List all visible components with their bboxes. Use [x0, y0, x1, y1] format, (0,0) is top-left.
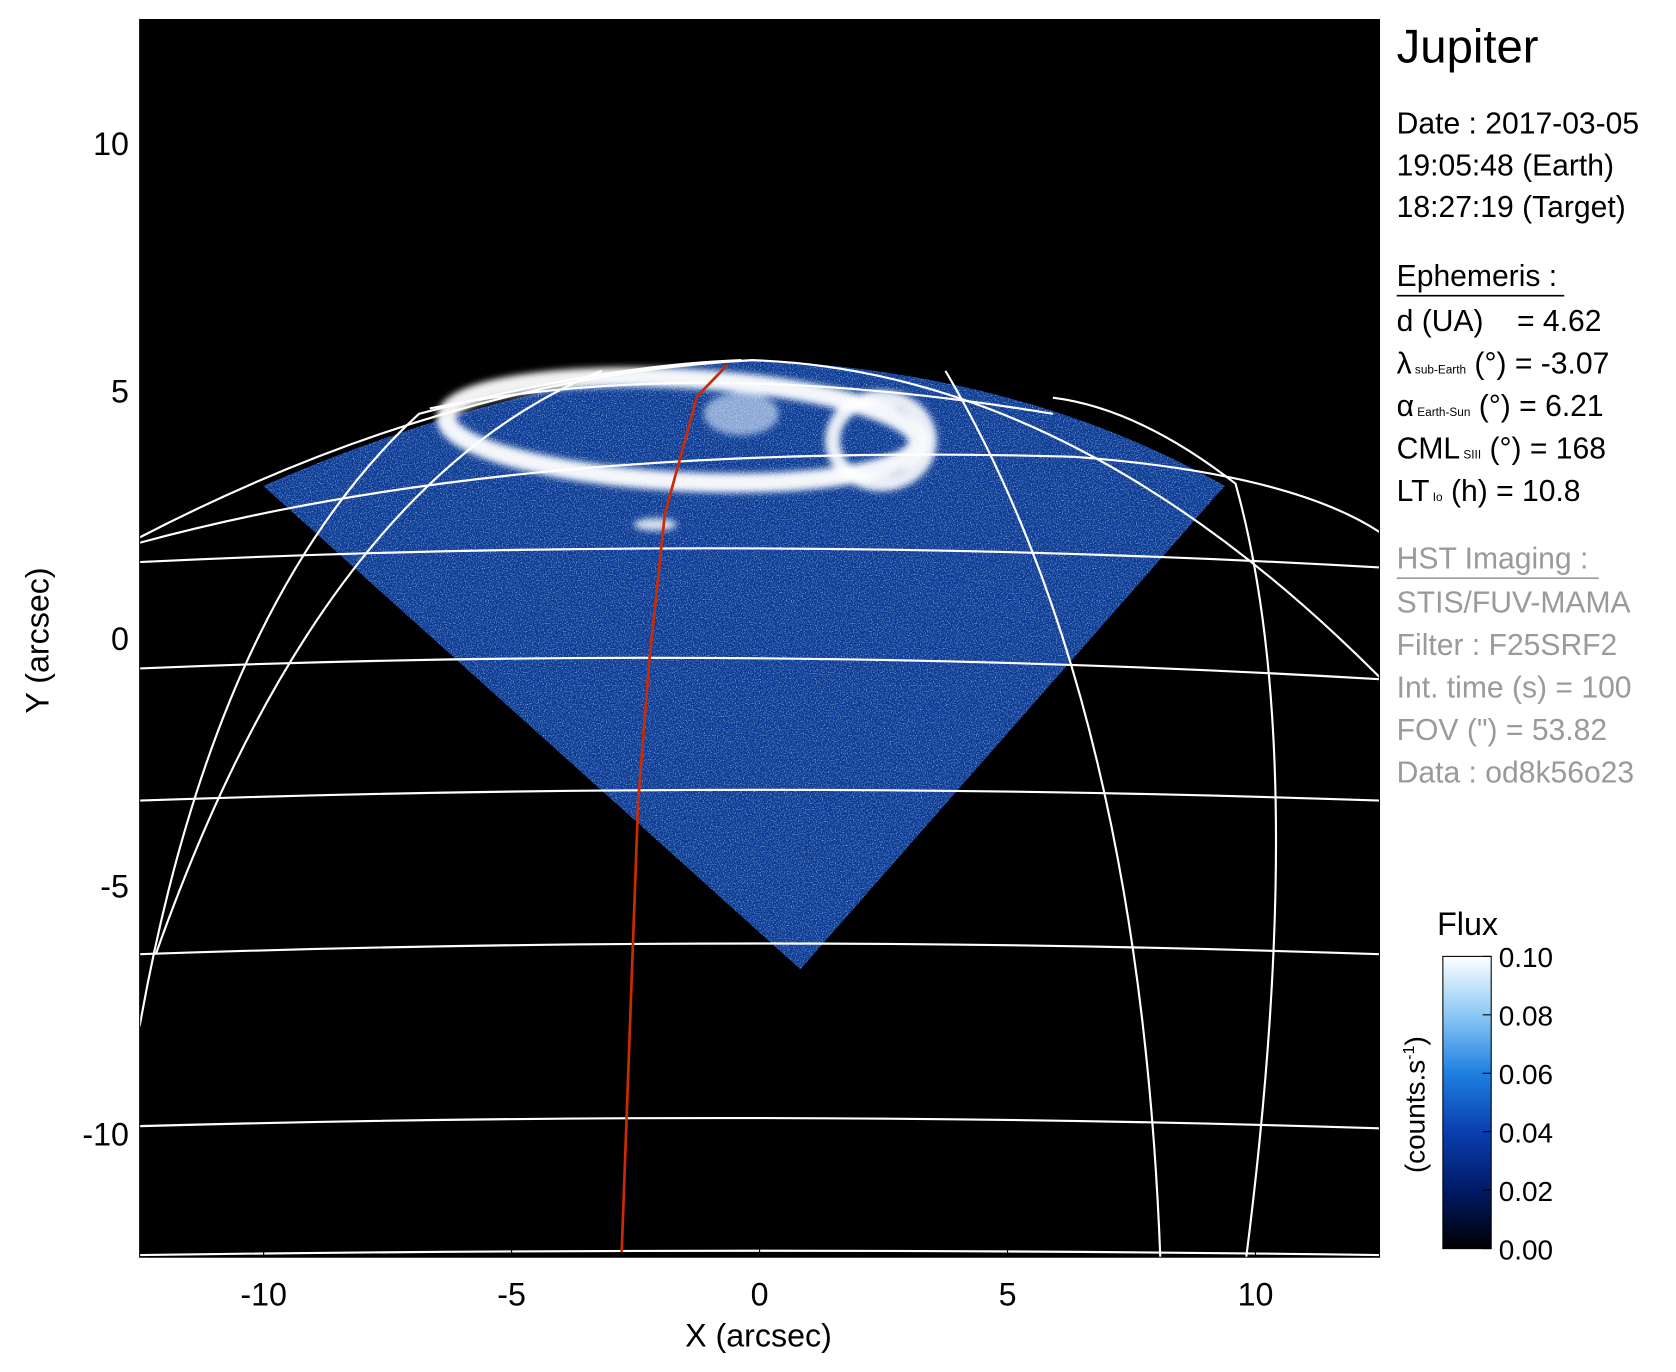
date-line: 19:05:48 (Earth)	[1397, 149, 1614, 182]
x-tick-label: -5	[497, 1277, 526, 1313]
ephemeris-symbol: λ	[1397, 348, 1412, 381]
colorbar-label-main: (counts.s	[1400, 1060, 1431, 1173]
ephemeris-symbol: d (UA) = 4.62	[1397, 305, 1602, 338]
ephemeris-subscript: Earth-Sun	[1417, 405, 1470, 419]
hst-heading: HST Imaging :	[1397, 543, 1589, 576]
ephemeris-symbol: α	[1397, 390, 1414, 423]
hst-line: Int. time (s) = 100	[1397, 671, 1632, 704]
date-line: Date : 2017-03-05	[1397, 107, 1639, 140]
colorbar-tick-label: 0.02	[1499, 1176, 1553, 1207]
image-panel	[139, 19, 1380, 1258]
ephemeris-subscript: sub-Earth	[1415, 363, 1466, 377]
y-tick-label: -5	[100, 869, 129, 905]
colorbar-tick-label: 0.00	[1499, 1234, 1553, 1265]
ephemeris-symbol: LT	[1397, 475, 1430, 508]
colorbar-label-end: )	[1400, 1036, 1431, 1045]
colorbar-label-sup: -1	[1400, 1045, 1418, 1059]
colorbar-label: (counts.s-1)	[1400, 1036, 1431, 1173]
x-tick-label: 5	[999, 1277, 1017, 1313]
ephemeris-line: d (UA) = 4.62	[1397, 305, 1602, 338]
ephemeris-subscript: SIII	[1463, 447, 1481, 461]
date-line: 18:27:19 (Target)	[1397, 191, 1626, 224]
x-tick-label: 10	[1238, 1277, 1274, 1313]
aurora	[436, 367, 937, 531]
y-axis-label: Y (arcsec)	[19, 567, 55, 713]
x-tick-label: -10	[240, 1277, 287, 1313]
ephemeris-value: (°) = 6.21	[1470, 390, 1603, 423]
ephemeris-subscript: Io	[1433, 490, 1443, 504]
y-tick-label: -10	[82, 1116, 129, 1152]
x-axis-label: X (arcsec)	[685, 1317, 832, 1353]
colorbar-tick-label: 0.08	[1499, 1001, 1553, 1032]
y-tick-label: 10	[93, 126, 129, 162]
colorbar-tick-label: 0.10	[1499, 942, 1553, 973]
hst-line: Data : od8k56o23	[1397, 756, 1634, 789]
hst-line: STIS/FUV-MAMA	[1397, 587, 1631, 620]
meridian-line	[620, 364, 729, 1253]
y-tick-label: 0	[111, 621, 129, 657]
target-title: Jupiter	[1397, 21, 1539, 74]
ephemeris-heading: Ephemeris :	[1397, 260, 1557, 293]
hst-line: FOV (") = 53.82	[1397, 714, 1607, 747]
ephemeris-line: λ sub-Earth (°) = -3.07	[1397, 348, 1610, 381]
colorbar-tick-label: 0.06	[1499, 1059, 1553, 1090]
ephemeris-symbol: CML	[1397, 432, 1461, 465]
ephemeris-line: LT Io (h) = 10.8	[1397, 475, 1581, 508]
colorbar	[1442, 955, 1492, 1250]
ephemeris-line: CML SIII (°) = 168	[1397, 432, 1606, 465]
colorbar-title: Flux	[1437, 906, 1498, 942]
ephemeris-value: (h) = 10.8	[1443, 475, 1581, 508]
hst-line: Filter : F25SRF2	[1397, 629, 1618, 662]
ephemeris-value: (°) = -3.07	[1466, 348, 1609, 381]
ephemeris-line: α Earth-Sun (°) = 6.21	[1397, 390, 1604, 423]
colorbar-tick-label: 0.04	[1499, 1117, 1553, 1148]
ephemeris-value: (°) = 168	[1481, 432, 1606, 465]
y-tick-label: 5	[111, 374, 129, 410]
x-tick-label: 0	[751, 1277, 769, 1313]
